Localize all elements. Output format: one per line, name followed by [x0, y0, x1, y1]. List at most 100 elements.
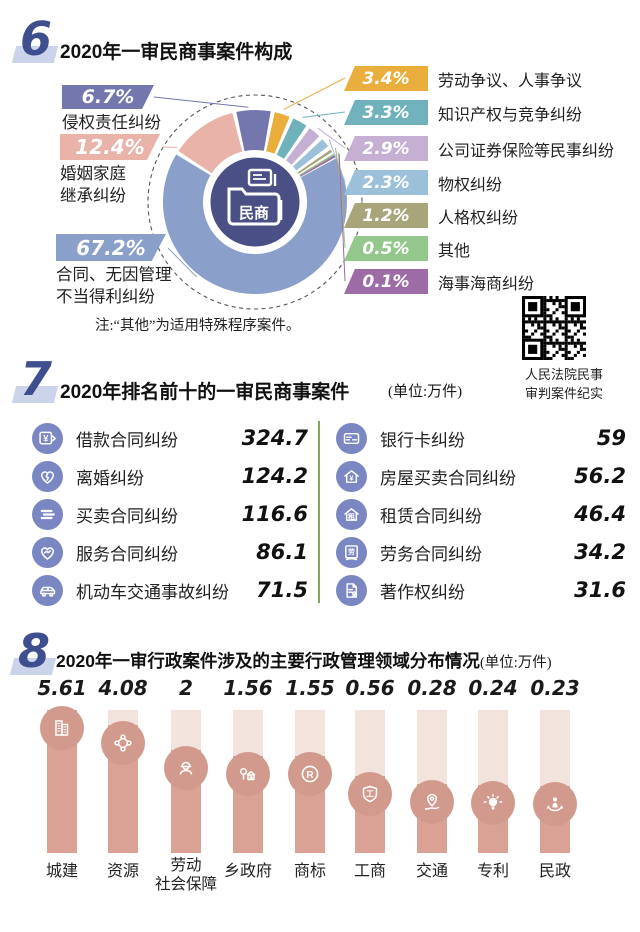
car-icon — [32, 574, 63, 606]
patent-bulb-icon — [471, 781, 515, 825]
slice-label: 人格权纠纷 — [438, 209, 519, 227]
case-count: 31.6 — [574, 578, 626, 602]
case-count: 34.2 — [574, 540, 626, 564]
qr-caption: 人民法院民事 审判案件纪实 — [514, 366, 614, 404]
bar-column: 1.56 乡政府 — [217, 676, 279, 916]
case-type-label: 劳务合同纠纷 — [380, 544, 482, 564]
qr-caption-line1: 人民法院民事 — [524, 367, 603, 382]
section8-unit: (单位:万件) — [479, 655, 552, 671]
case-type-label: 服务合同纠纷 — [76, 544, 178, 564]
case-count: 71.5 — [256, 578, 308, 602]
slice-label: 其他 — [438, 242, 471, 260]
case-type-label: 机动车交通事故纠纷 — [76, 582, 229, 602]
bar-value: 2 — [179, 676, 193, 700]
list-item: ¥ 借款合同纠纷 324.7 — [32, 419, 308, 457]
list-item: 银行卡纠纷 59 — [336, 419, 626, 457]
trademark-icon: R — [288, 752, 332, 796]
bar-label-line1: 劳动 — [170, 857, 202, 874]
bar-column: 0.28 交通 — [401, 676, 463, 916]
divorce-broken-heart-icon — [32, 460, 63, 492]
pct-badge: 3.3% — [344, 100, 428, 125]
bar-track: R — [288, 710, 332, 853]
legend-row: 0.1% 海事海商纠纷 — [344, 269, 534, 294]
bar-track — [410, 710, 454, 853]
slice-label: 知识产权与竞争纠纷 — [438, 106, 583, 124]
bar-column: 5.61 城建 — [31, 676, 93, 916]
list-item: 著作权纠纷 31.6 — [336, 571, 626, 609]
loan-contract-icon: ¥ — [32, 422, 63, 454]
pct-badge: 0.5% — [344, 236, 428, 261]
slice-label: 侵权责任纠纷 — [62, 113, 161, 132]
legend-row: 3.3% 知识产权与竞争纠纷 — [344, 100, 582, 125]
bar-label: 商标 — [293, 863, 326, 880]
bar-track: 工 — [348, 710, 392, 853]
pct-badge: 0.1% — [344, 269, 428, 294]
section8-header: 2020年一审行政案件涉及的主要行政管理领域分布情况(单位:万件) — [56, 648, 640, 673]
case-list-right: 银行卡纠纷 59 ¥ 房屋买卖合同纠纷 56.2 租 租 — [336, 419, 626, 609]
qr-code — [522, 296, 586, 360]
list-item: 买卖合同纠纷 116.6 — [32, 495, 308, 533]
bar-column: 4.08 资源 — [92, 676, 154, 916]
case-type-label: 离婚纠纷 — [76, 468, 144, 488]
section6-title: 2020年一审民商事案件构成 — [60, 42, 293, 63]
svg-text:¥: ¥ — [349, 473, 354, 482]
legend-row: 0.5% 其他 — [344, 236, 470, 261]
bar-column: 0.24 专利 — [462, 676, 524, 916]
case-type-label: 著作权纠纷 — [380, 582, 465, 602]
pct-badge: 2.9% — [344, 136, 428, 161]
footnote: 注:“其他”为适用特殊程序案件。 — [95, 318, 301, 334]
bar-label: 乡政府 — [223, 863, 272, 880]
slice-label: 不当得利纠纷 — [56, 287, 155, 306]
bar-track — [471, 710, 515, 853]
bar-value: 1.56 — [223, 676, 273, 700]
legend-row: 3.4% 劳动争议、人事争议 — [344, 66, 582, 91]
case-count: 56.2 — [574, 464, 626, 488]
bar-value: 0.56 — [345, 676, 395, 700]
list-item: 服务合同纠纷 86.1 — [32, 533, 308, 571]
section8-number: 8 — [18, 624, 51, 678]
bar-label: 工商 — [353, 863, 386, 880]
slice-label: 婚姻家庭 — [60, 164, 126, 183]
list-item: 租 租赁合同纠纷 46.4 — [336, 495, 626, 533]
labor-book-icon: 劳 — [336, 536, 367, 568]
svg-text:工: 工 — [366, 790, 374, 799]
bar-value: 0.23 — [530, 676, 580, 700]
bar-label: 专利 — [476, 863, 509, 880]
pct-badge: 2.3% — [344, 170, 428, 195]
pct-badge: 67.2% — [56, 234, 166, 261]
case-type-label: 买卖合同纠纷 — [76, 506, 178, 526]
section7-number: 7 — [20, 352, 53, 406]
bar-column: 0.56 工 工商 — [339, 676, 401, 916]
bar-value: 1.55 — [285, 676, 335, 700]
slice-label: 合同、无因管理 — [56, 265, 172, 284]
legend-row: 1.2% 人格权纠纷 — [344, 203, 518, 228]
list-item: 机动车交通事故纠纷 71.5 — [32, 571, 308, 609]
bar-label: 城建 — [45, 863, 78, 880]
bar-label: 民政 — [538, 863, 571, 880]
slice-label: 海事海商纠纷 — [438, 275, 535, 293]
section6-number: 6 — [20, 12, 53, 66]
slice-label: 公司证券保险等民事纠纷 — [438, 142, 615, 160]
donut-center-label: 民商 — [239, 204, 269, 222]
qr-caption-line2: 审判案件纪实 — [524, 385, 603, 401]
case-count: 86.1 — [256, 540, 308, 564]
bar-value: 5.61 — [37, 676, 87, 700]
case-type-label: 租赁合同纠纷 — [380, 506, 482, 526]
list-item: 劳 劳务合同纠纷 34.2 — [336, 533, 626, 571]
copyright-document-icon — [336, 574, 367, 606]
traffic-pin-icon — [410, 780, 454, 824]
pct-badge: 12.4% — [60, 134, 160, 160]
case-type-label: 银行卡纠纷 — [380, 430, 465, 450]
section7-title: 2020年排名前十的一审民商事案件 — [60, 382, 350, 403]
house-sale-icon: ¥ — [336, 460, 367, 492]
svg-text:¥: ¥ — [43, 433, 49, 444]
svg-text:租: 租 — [348, 511, 355, 520]
building-icon — [40, 706, 84, 750]
bar-track — [164, 710, 208, 853]
bar-track — [226, 710, 270, 853]
case-count: 324.7 — [241, 426, 308, 450]
bar-label: 资源 — [106, 863, 139, 880]
case-type-label: 房屋买卖合同纠纷 — [380, 468, 516, 488]
case-count: 59 — [596, 426, 626, 450]
